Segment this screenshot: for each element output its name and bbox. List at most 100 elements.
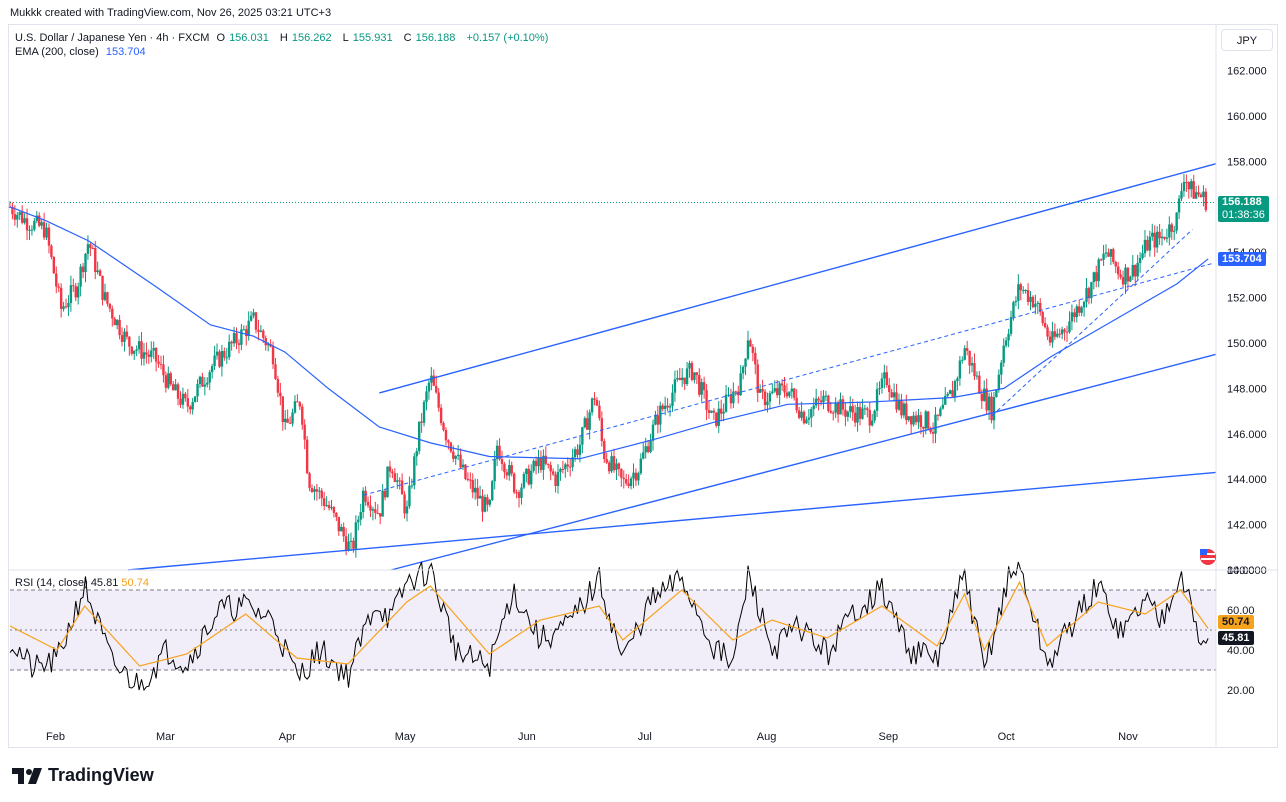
candle-body [829, 410, 832, 413]
candle-body [598, 405, 601, 419]
candle-body [410, 485, 414, 487]
candle-body [785, 392, 789, 397]
symbol-title[interactable]: U.S. Dollar / Japanese Yen · 4h · FXCM [15, 32, 210, 44]
candle-body [1019, 284, 1022, 291]
candle-body [941, 404, 945, 409]
candle-body [315, 489, 319, 492]
candle-body [1182, 182, 1186, 192]
candle-body [201, 376, 204, 387]
candle-body [208, 372, 211, 383]
candle-body [28, 229, 31, 231]
trendline-2 [390, 353, 1217, 571]
candle-body [637, 473, 640, 481]
candle-body [1024, 290, 1027, 292]
candle-body [522, 473, 526, 488]
candle-body [478, 495, 482, 499]
candle-body [754, 352, 757, 365]
candle-body [1043, 323, 1047, 328]
candle-body [35, 215, 38, 221]
candle-body [96, 270, 99, 273]
candle-body [681, 377, 684, 381]
candle-body [366, 501, 370, 506]
candle-body [154, 347, 158, 362]
candle-body [133, 350, 136, 354]
candle-body [359, 512, 362, 520]
candle-body [836, 402, 840, 415]
time-tick-label: Aug [757, 731, 777, 743]
candle-body [544, 455, 548, 464]
candle-body [264, 337, 267, 346]
candle-body [578, 444, 582, 455]
candle-body [495, 445, 499, 460]
candle-body [64, 306, 68, 308]
candle-body [179, 398, 182, 405]
candle-body [654, 415, 657, 425]
candle-body [279, 392, 282, 397]
candle-body [739, 373, 742, 396]
candle-body [749, 340, 752, 347]
candle-body [444, 429, 448, 441]
price-tick-label: 162.000 [1227, 66, 1267, 78]
candle-body [810, 409, 813, 418]
candle-body [909, 416, 913, 425]
rsi-line [9, 561, 1209, 692]
candle-body [603, 441, 606, 460]
open-value: 156.031 [229, 32, 269, 44]
rsi-label[interactable]: RSI (14, close) [15, 577, 88, 589]
candle-body [617, 463, 621, 469]
candle-body [249, 315, 253, 321]
candle-body [773, 388, 776, 392]
candle-body [758, 389, 762, 393]
candle-body [756, 364, 759, 393]
tradingview-logo[interactable]: TradingView [12, 765, 154, 786]
candle-body [737, 391, 740, 396]
candle-body [342, 526, 345, 537]
rsi-tick-label: 20.00 [1227, 685, 1255, 697]
candle-body [1138, 258, 1142, 263]
candle-body [413, 456, 416, 486]
candle-body [875, 389, 879, 411]
candle-body [1060, 329, 1064, 335]
candle-body [717, 408, 720, 426]
candle-body [671, 392, 674, 407]
price-tick-label: 160.000 [1227, 111, 1267, 123]
candle-body [900, 399, 903, 416]
candle-body [1039, 302, 1042, 313]
candle-body [1194, 192, 1198, 199]
candle-body [1124, 267, 1127, 285]
brand-name: TradingView [48, 765, 154, 785]
candle-body [352, 540, 355, 549]
time-tick-label: Sep [879, 731, 899, 743]
candle-body [661, 405, 664, 410]
currency-button[interactable]: JPY [1221, 29, 1273, 51]
candle-body [624, 479, 628, 484]
ema-200-line [9, 206, 1209, 460]
trendline-3 [127, 471, 1217, 571]
candle-body [649, 440, 652, 453]
candle-body [983, 388, 986, 401]
candle-body [890, 392, 893, 398]
candle-body [741, 366, 745, 374]
candle-body [25, 218, 29, 231]
candle-body [89, 244, 92, 249]
candle-body [922, 426, 925, 429]
ema-label[interactable]: EMA (200, close) [15, 46, 99, 58]
candle-body [1090, 282, 1093, 299]
candle-body [583, 418, 586, 428]
candle-body [610, 456, 613, 472]
candle-body [666, 405, 669, 408]
candle-body [210, 366, 214, 373]
candle-body [644, 446, 647, 453]
candle-body [931, 432, 935, 434]
ema-value: 153.704 [105, 46, 146, 58]
candle-body [1180, 191, 1183, 199]
candle-body [439, 407, 443, 424]
candle-body [539, 457, 543, 470]
candle-body [223, 351, 226, 358]
candle-body [719, 408, 723, 414]
candle-body [13, 214, 17, 220]
candle-body [919, 415, 923, 427]
candle-body [961, 359, 964, 361]
candle-body [181, 393, 185, 405]
